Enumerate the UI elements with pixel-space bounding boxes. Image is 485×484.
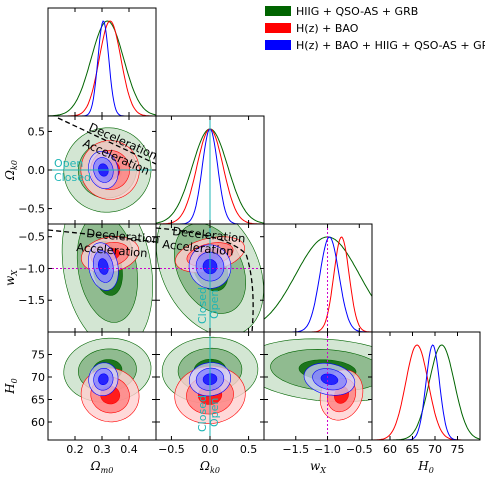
deceleration-label: Deceleration [86, 226, 160, 246]
x-tick-label-ok: −0.5 [158, 443, 185, 456]
panel-frame [371, 331, 481, 441]
legend: HIIG + QSO-AS + GRB H(z) + BAO H(z) + BAO … [265, 5, 485, 52]
contour-2-1sigma [98, 373, 109, 385]
legend-swatch-0 [265, 6, 291, 16]
marginal-curve-1 [372, 344, 480, 440]
acceleration-label: Acceleration [76, 240, 148, 260]
marginal-curve-2 [264, 236, 372, 332]
y-axis-label-wx: wX [3, 270, 19, 286]
x-tick-label-om: 0.2 [66, 443, 84, 456]
marginal-curve-2 [372, 344, 480, 440]
y-tick-label-h0: 70 [31, 371, 45, 384]
marginal-curve-0 [372, 344, 480, 440]
y-tick-label-ok: 0.5 [28, 125, 46, 138]
panel-wx-vs-ok [156, 224, 264, 332]
legend-label-0: HIIG + QSO-AS + GRB [296, 5, 418, 18]
y-tick-label-h0: 65 [31, 394, 45, 407]
x-tick-label-ok: 0.0 [201, 443, 219, 456]
legend-label-1: H(z) + BAO [296, 22, 359, 35]
open-label: Open [208, 398, 221, 427]
marginal-curve-0 [264, 236, 372, 320]
x-axis-label-wx: wX [310, 459, 326, 475]
x-tick-label-wx: −1.5 [282, 443, 309, 456]
marginal-h0 [372, 344, 480, 440]
panel-h0-vs-wx [264, 332, 372, 440]
x-axis-label-ok: Ωk0 [199, 459, 220, 475]
contour-2-1sigma [320, 373, 339, 385]
marginal-curve-2 [48, 20, 156, 116]
panel-ok-vs-om [48, 127, 156, 213]
y-tick-label-wx: −1.0 [18, 262, 45, 275]
x-axis-label-om: Ωm0 [90, 459, 114, 475]
panel-wx-vs-om [48, 224, 156, 332]
marginal-ok [156, 116, 264, 224]
x-tick-label-wx: −0.5 [346, 443, 373, 456]
legend-label-2: H(z) + BAO + HIIG + QSO-AS + GRB [296, 39, 485, 52]
y-tick-label-h0: 75 [31, 349, 45, 362]
y-tick-label-wx: −1.5 [18, 294, 45, 307]
decel-accel-boundary [48, 229, 156, 243]
marginal-wx [264, 224, 372, 332]
y-axis-label-h0: H0 [3, 378, 19, 395]
closed-label: Closed [196, 287, 209, 324]
y-axis-label-ok: Ωk0 [3, 160, 19, 181]
open-label: Open [208, 290, 221, 319]
closed-label: Closed [196, 395, 209, 432]
x-tick-label-h0: 70 [428, 443, 442, 456]
open-label: Open [54, 157, 83, 170]
y-tick-label-h0: 60 [31, 416, 45, 429]
x-tick-label-h0: 75 [451, 443, 465, 456]
marginal-curve-1 [264, 236, 372, 332]
contour-2-1sigma [98, 258, 109, 275]
x-tick-label-wx: −1.0 [314, 443, 341, 456]
panel-h0-vs-ok [161, 332, 259, 440]
decel-accel-boundary [57, 117, 156, 165]
y-tick-label-wx: −0.5 [18, 231, 45, 244]
decel-accel-boundary [156, 227, 254, 332]
x-axis-label-h0: H0 [417, 459, 434, 475]
x-tick-label-om: 0.4 [120, 443, 138, 456]
y-tick-label-ok: −0.5 [18, 203, 45, 216]
marginal-curve-0 [48, 20, 156, 116]
panel-h0-vs-om [63, 337, 152, 423]
x-tick-label-om: 0.3 [93, 443, 111, 456]
closed-label: Closed [54, 171, 91, 184]
x-tick-label-h0: 60 [383, 443, 397, 456]
legend-swatch-1 [265, 23, 291, 33]
legend-swatch-2 [265, 40, 291, 50]
x-tick-label-h0: 65 [406, 443, 420, 456]
marginal-curve-1 [48, 20, 156, 116]
marginal-om [48, 20, 156, 116]
x-tick-label-ok: 0.5 [240, 443, 258, 456]
y-tick-label-ok: 0.0 [28, 164, 46, 177]
